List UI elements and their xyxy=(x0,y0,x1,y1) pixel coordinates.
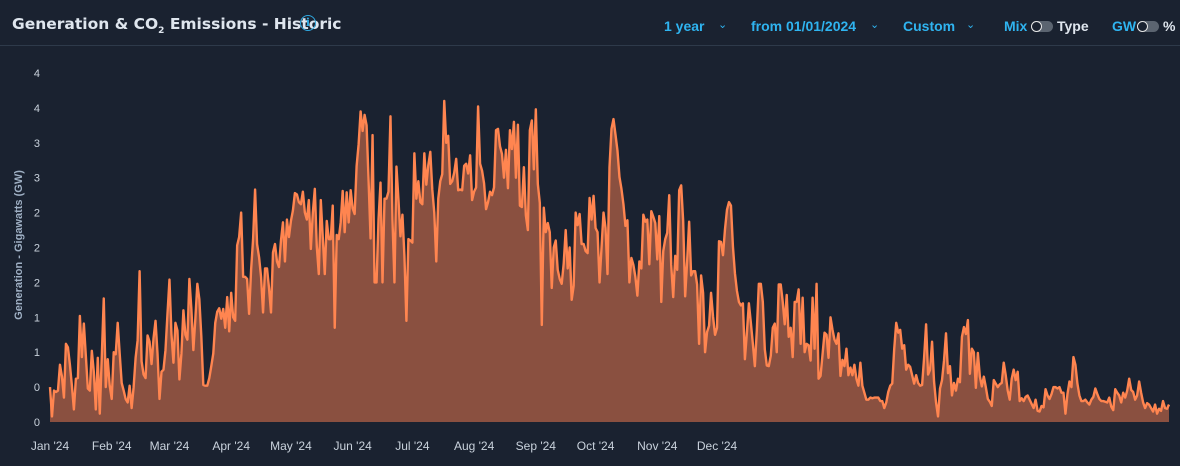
chart-title: Generation & CO2 Emissions - Historic xyxy=(12,15,341,36)
series-line xyxy=(48,99,1171,418)
from-date-dropdown[interactable]: from 01/01/2024 xyxy=(751,18,857,34)
y-axis-label: Generation - Gigawatts (GW) xyxy=(13,170,25,320)
x-tick-label: Mar '24 xyxy=(150,439,190,453)
y-tick-label: 1 xyxy=(34,347,40,359)
period-dropdown[interactable]: 1 year xyxy=(664,18,705,34)
y-tick-label: 4 xyxy=(34,103,40,115)
custom-dropdown[interactable]: Custom xyxy=(903,18,956,34)
title-main: Generation & CO xyxy=(12,15,159,33)
toggle-knob xyxy=(1031,21,1042,32)
x-tick-label: Oct '24 xyxy=(577,439,615,453)
y-axis-ticks: 0 0 1 1 2 2 2 3 3 4 4 xyxy=(34,68,40,429)
title-rest: Emissions - Historic xyxy=(164,15,342,33)
x-tick-label: May '24 xyxy=(270,439,312,453)
y-tick-label: 2 xyxy=(34,277,40,289)
x-tick-label: Nov '24 xyxy=(637,439,678,453)
y-tick-label: 2 xyxy=(34,243,40,255)
y-tick-label: 4 xyxy=(34,68,40,80)
type-label: Type xyxy=(1057,18,1089,34)
x-tick-label: Aug '24 xyxy=(454,439,495,453)
y-tick-label: 3 xyxy=(34,138,40,150)
y-tick-label: 0 xyxy=(34,417,40,429)
gw-percent-toggle[interactable] xyxy=(1137,21,1159,32)
gw-label: GW xyxy=(1112,18,1137,34)
x-axis-ticks: Jan '24 Feb '24 Mar '24 Apr '24 May '24 Jun '… xyxy=(31,439,738,453)
toggle-knob xyxy=(1137,21,1148,32)
chevron-down-icon[interactable]: ⌄ xyxy=(870,19,880,31)
y-tick-label: 1 xyxy=(34,312,40,324)
x-tick-label: Feb '24 xyxy=(92,439,132,453)
mix-label: Mix xyxy=(1004,18,1028,34)
x-tick-label: Jan '24 xyxy=(31,439,70,453)
chart-header: Generation & CO2 Emissions - Historic i … xyxy=(0,0,1180,46)
info-icon[interactable]: i xyxy=(300,15,316,31)
x-tick-label: Jul '24 xyxy=(395,439,430,453)
mix-type-toggle[interactable] xyxy=(1031,21,1053,32)
percent-label: % xyxy=(1163,18,1176,34)
y-tick-label: 2 xyxy=(34,208,40,220)
x-tick-label: Sep '24 xyxy=(516,439,557,453)
header-divider xyxy=(0,45,1180,46)
y-tick-label: 0 xyxy=(34,382,40,394)
title-subscript: 2 xyxy=(158,26,165,37)
x-tick-label: Jun '24 xyxy=(333,439,372,453)
chevron-down-icon[interactable]: ⌄ xyxy=(718,19,728,31)
chevron-down-icon[interactable]: ⌄ xyxy=(966,19,976,31)
y-tick-label: 3 xyxy=(34,173,40,185)
series-area-fill xyxy=(50,100,1169,423)
x-tick-label: Apr '24 xyxy=(212,439,250,453)
x-tick-label: Dec '24 xyxy=(697,439,738,453)
